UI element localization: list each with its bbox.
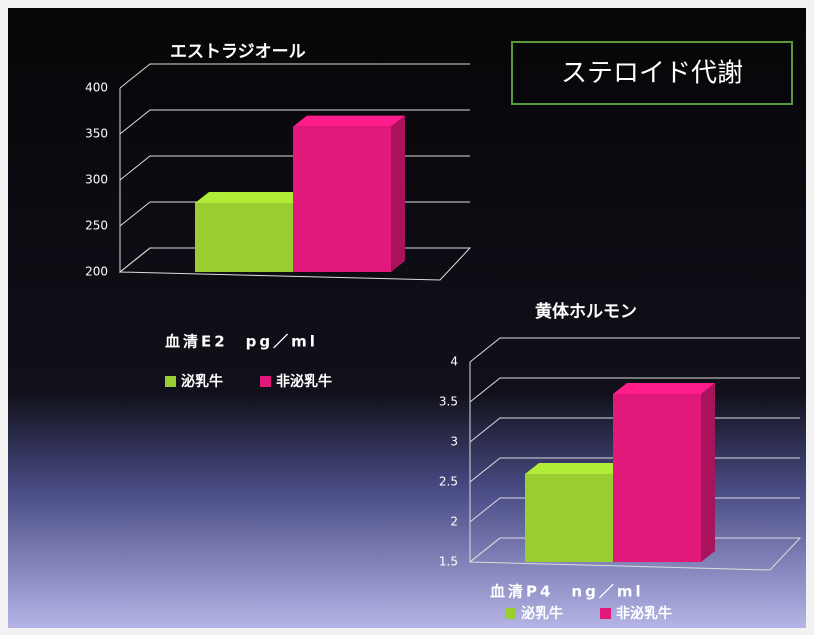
bar-top	[293, 115, 405, 127]
legend-swatch	[260, 376, 271, 387]
y-tick-label: 2	[450, 515, 458, 529]
legend-label: 泌乳牛	[181, 373, 223, 390]
bar	[195, 203, 293, 272]
y-tick-label: 2.5	[439, 475, 458, 489]
chart-title: エストラジオール	[170, 42, 306, 62]
legend-label: 泌乳牛	[521, 605, 563, 622]
y-tick-label: 3	[450, 435, 458, 449]
bar-top	[195, 192, 307, 203]
y-tick-label: 300	[85, 173, 108, 187]
grid-line	[119, 63, 470, 89]
x-axis-label: 血清E2 pg／ml	[165, 333, 318, 351]
y-tick-label: 250	[85, 219, 108, 233]
x-axis-label: 血清P4 ng／ml	[490, 583, 644, 601]
chart-title: 黄体ホルモン	[535, 301, 637, 322]
y-tick-label: 1.5	[439, 555, 458, 569]
grid-line	[469, 377, 800, 403]
bar	[525, 474, 613, 562]
legend-label: 非泌乳牛	[276, 373, 332, 390]
bar-side	[701, 383, 715, 562]
bar	[293, 126, 391, 272]
legend-label: 非泌乳牛	[616, 605, 672, 622]
title-box	[511, 41, 793, 105]
bar-top	[525, 463, 627, 474]
grid-line	[469, 337, 800, 363]
y-tick-label: 400	[85, 81, 108, 95]
y-tick-label: 350	[85, 127, 108, 141]
bar-side	[391, 115, 405, 272]
bar	[613, 394, 701, 562]
legend-swatch	[165, 376, 176, 387]
y-tick-label: 3.5	[439, 395, 458, 409]
grid-line	[119, 109, 470, 135]
y-tick-label: 200	[85, 265, 108, 279]
y-tick-label: 4	[450, 355, 458, 369]
slide-title: ステロイド代謝	[561, 59, 743, 89]
legend-swatch	[600, 608, 611, 619]
legend-swatch	[505, 608, 516, 619]
bar-top	[613, 383, 715, 394]
